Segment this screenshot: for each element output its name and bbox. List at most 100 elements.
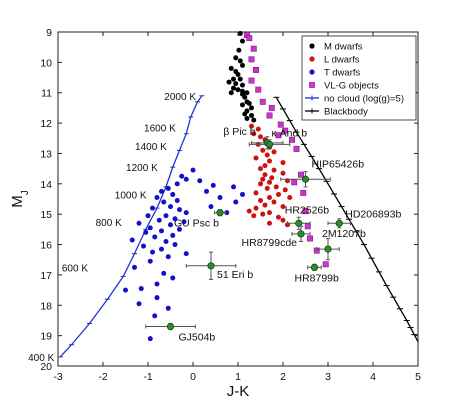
t-dwarfs-point xyxy=(197,178,203,184)
x-tick-label: 4 xyxy=(370,371,376,383)
y-axis-title: MJ xyxy=(9,190,31,208)
l-dwarfs-point xyxy=(253,155,259,161)
l-dwarfs-point xyxy=(273,184,279,190)
y-tick-label: 20 xyxy=(40,361,52,373)
m-dwarfs-point xyxy=(233,81,239,87)
l-dwarfs-point xyxy=(260,176,266,182)
t-dwarfs-point xyxy=(161,199,167,205)
x-tick-label: -1 xyxy=(143,371,152,383)
legend-box xyxy=(301,35,417,121)
t-dwarfs-point xyxy=(231,184,236,190)
t-dwarfs-point xyxy=(179,173,185,179)
l-dwarfs-point xyxy=(255,126,261,132)
m-dwarfs-point xyxy=(237,76,243,82)
m-dwarfs-point xyxy=(235,72,241,78)
vl-g-objects-point xyxy=(266,112,273,119)
vl-g-objects-point xyxy=(298,171,304,178)
y-tick-label: 13 xyxy=(40,148,52,160)
x-tick-label: 1 xyxy=(235,371,241,383)
object-point xyxy=(310,263,319,271)
t-dwarfs-point xyxy=(190,167,196,173)
vl-g-objects-point xyxy=(300,189,307,196)
t-dwarfs-point xyxy=(174,198,180,204)
vl-g-objects-point xyxy=(246,35,253,42)
l-dwarfs-point xyxy=(262,202,268,208)
object-point xyxy=(207,262,215,270)
vl-g-objects-point xyxy=(322,261,329,268)
l-dwarfs-point xyxy=(253,205,259,211)
l-dwarfs-point xyxy=(267,179,272,185)
object-label: κ And b xyxy=(272,127,308,139)
l-dwarfs-point xyxy=(280,170,286,176)
t-dwarfs-point xyxy=(233,199,239,205)
l-dwarfs-point xyxy=(258,181,263,187)
m-dwarfs-point xyxy=(228,65,234,71)
l-dwarfs-point xyxy=(280,160,286,166)
temperature-label: 1000 K xyxy=(115,190,147,201)
l-dwarfs-point xyxy=(264,152,270,158)
vl-g-objects-point xyxy=(302,208,309,215)
data-points xyxy=(123,31,329,342)
t-dwarfs-point xyxy=(172,242,178,248)
m-dwarfs-point xyxy=(228,90,234,96)
t-dwarfs-point xyxy=(129,237,135,243)
y-tick-label: 19 xyxy=(40,331,52,343)
vl-g-objects-point xyxy=(275,132,282,139)
y-tick-label: 11 xyxy=(41,88,52,100)
t-dwarfs-point xyxy=(165,305,171,311)
y-tick-label: 15 xyxy=(40,209,52,221)
l-dwarfs-point xyxy=(287,194,293,200)
object-point xyxy=(324,245,332,253)
m-dwarfs-point xyxy=(237,58,243,64)
x-tick-label: 3 xyxy=(325,371,331,383)
legend: M dwarfs L dwarfs T dwarfs VL-G objects no c… xyxy=(301,35,417,121)
m-dwarfs-point xyxy=(233,55,239,61)
x-axis-ticks: -3 -2 -1 0 1 2 3 4 5 xyxy=(53,32,421,383)
l-dwarfs-point xyxy=(258,134,263,140)
t-dwarfs-point xyxy=(150,249,155,255)
t-dwarfs-point xyxy=(145,213,151,219)
m-dwarfs-point xyxy=(251,117,257,123)
vl-g-objects-point xyxy=(307,235,313,242)
y-axis-ticks: 9 10 11 12 13 14 15 16 17 18 19 20 xyxy=(40,27,418,373)
t-dwarfs-point xyxy=(154,194,160,200)
object-label: HR8799b xyxy=(295,272,340,284)
object-point xyxy=(166,322,175,331)
t-dwarfs-point xyxy=(208,204,214,210)
t-dwarfs-point xyxy=(159,228,164,234)
temperature-label: 1200 K xyxy=(126,163,158,174)
object-label: HIP65426b xyxy=(312,158,365,170)
l-dwarfs-point xyxy=(267,158,272,164)
object-point xyxy=(295,219,303,227)
object-point xyxy=(301,175,310,183)
legend-label: T dwarfs xyxy=(324,68,361,79)
m-dwarfs-point xyxy=(231,85,236,91)
t-dwarfs-point xyxy=(177,207,182,213)
vl-g-objects-point xyxy=(253,67,259,73)
l-dwarfs-point xyxy=(258,166,263,172)
legend-label: VL-G objects xyxy=(324,81,379,92)
m-dwarfs-point xyxy=(249,105,254,111)
l-dwarfs-point xyxy=(258,198,263,204)
t-dwarfs-point xyxy=(177,226,182,232)
l-dwarfs-point xyxy=(269,175,275,181)
m-dwarfs-point xyxy=(231,76,236,82)
x-axis-title: J-K xyxy=(227,383,250,400)
t-dwarfs-point xyxy=(170,275,176,281)
t-dwarfs-point xyxy=(154,295,160,301)
t-dwarfs-point xyxy=(217,194,223,200)
vl-g-objects-point xyxy=(291,179,298,186)
l-dwarfs-point xyxy=(271,167,277,173)
legend-label: M dwarfs xyxy=(324,42,363,53)
t-dwarfs-point xyxy=(152,313,158,319)
x-tick-label: 0 xyxy=(190,371,196,383)
m-dwarfs-point xyxy=(242,94,248,100)
legend-marker xyxy=(309,69,315,75)
t-dwarfs-point xyxy=(141,243,146,249)
vl-g-objects-point xyxy=(282,127,289,134)
legend-label: Blackbody xyxy=(324,107,368,118)
m-dwarfs-point xyxy=(242,111,248,117)
t-dwarfs-point xyxy=(170,232,176,238)
temperature-label: 800 K xyxy=(96,218,122,229)
t-dwarfs-point xyxy=(154,281,160,287)
